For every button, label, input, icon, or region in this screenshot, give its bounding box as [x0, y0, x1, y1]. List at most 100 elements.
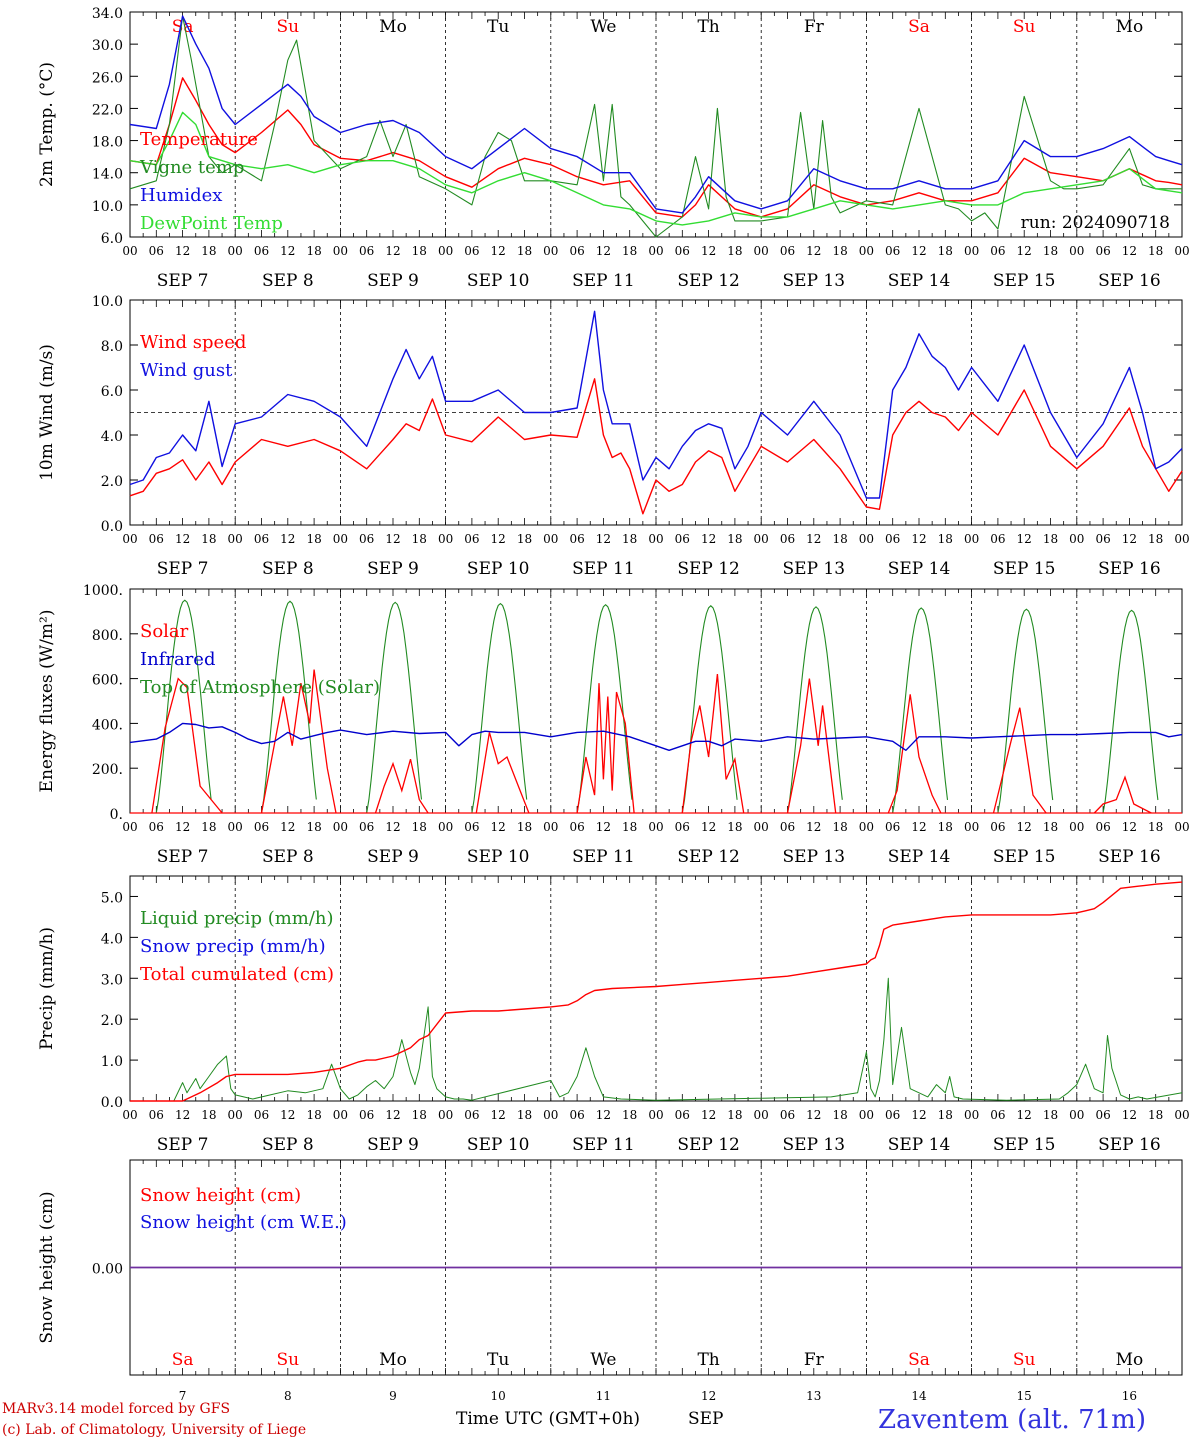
day-name: Tu	[487, 17, 509, 37]
day-name: Tu	[487, 1350, 509, 1370]
hour-tick-label: 18	[306, 1108, 321, 1122]
hour-tick-label: 18	[1148, 1108, 1163, 1122]
hour-tick-label: 18	[832, 1108, 847, 1122]
hour-tick-label: 00	[333, 820, 348, 834]
day-name: Sa	[172, 17, 194, 37]
hour-tick-label: 12	[385, 1108, 400, 1122]
toa-solar-curve	[997, 608, 1054, 814]
hour-tick-label: 06	[359, 532, 374, 546]
hour-tick-label: 00	[1069, 532, 1084, 546]
y-tick-label: 18.0	[92, 135, 123, 151]
hour-tick-label: 00	[228, 244, 243, 258]
hour-tick-label: 06	[780, 1108, 795, 1122]
legend-entry: Temperature	[140, 129, 258, 150]
day-name: Su	[276, 1350, 299, 1370]
hour-tick-label: 06	[675, 532, 690, 546]
hour-tick-label: 06	[149, 1108, 164, 1122]
hour-tick-label: 00	[859, 1108, 874, 1122]
y-tick-label: 10.0	[92, 199, 123, 215]
hour-tick-label: 00	[859, 532, 874, 546]
day-name: Mo	[1116, 17, 1144, 37]
hour-tick-label: 00	[964, 532, 979, 546]
hour-tick-label: 06	[254, 820, 269, 834]
hour-tick-label: 18	[622, 532, 637, 546]
day-number: 9	[389, 1389, 397, 1403]
hour-tick-label: 06	[780, 244, 795, 258]
y-tick-label: 1.0	[101, 1054, 123, 1070]
day-number: 15	[1017, 1389, 1032, 1403]
hour-tick-label: 00	[333, 1108, 348, 1122]
legend-entry: Snow height (cm)	[140, 1185, 301, 1206]
model-credit: MARv3.14 model forced by GFS	[2, 1401, 230, 1417]
hour-tick-label: 06	[675, 1108, 690, 1122]
solar-curve	[992, 707, 1047, 814]
hour-tick-label: 12	[1017, 820, 1032, 834]
plot-frame	[129, 588, 1183, 814]
hour-tick-label: 06	[1095, 820, 1110, 834]
toa-solar-curve	[366, 601, 423, 814]
series-infrared	[129, 722, 1183, 751]
hour-tick-label: 06	[359, 1108, 374, 1122]
hour-tick-label: 12	[911, 244, 926, 258]
hour-tick-label: 00	[228, 532, 243, 546]
hour-tick-label: 12	[385, 244, 400, 258]
day-name: Su	[276, 17, 299, 37]
y-tick-label: 200.	[92, 762, 123, 778]
y-tick-label: 4.0	[101, 931, 123, 947]
hour-tick-label: 12	[596, 820, 611, 834]
hour-tick-label: 12	[806, 244, 821, 258]
hour-tick-label: 00	[964, 1108, 979, 1122]
hour-tick-label: 12	[175, 820, 190, 834]
hour-tick-label: 12	[911, 1108, 926, 1122]
hour-tick-label: 12	[1017, 1108, 1032, 1122]
hour-tick-label: 12	[280, 820, 295, 834]
day-name: Th	[697, 17, 719, 37]
hour-tick-label: 18	[938, 820, 953, 834]
station-title: Zaventem (alt. 71m)	[878, 1405, 1146, 1435]
hour-tick-label: 18	[412, 820, 427, 834]
hour-tick-label: 00	[964, 820, 979, 834]
series-wind-speed	[129, 378, 1183, 515]
hour-tick-label: 12	[596, 244, 611, 258]
date-label: SEP 15	[993, 271, 1056, 291]
hour-tick-label: 00	[333, 244, 348, 258]
toa-solar-curve	[260, 600, 317, 814]
y-tick-label: 26.0	[92, 70, 123, 86]
date-label: SEP 13	[783, 1135, 846, 1155]
date-label: SEP 12	[677, 271, 740, 291]
date-label: SEP 16	[1098, 847, 1161, 867]
date-label: SEP 16	[1098, 559, 1161, 579]
hour-tick-label: 18	[1043, 820, 1058, 834]
panel-energy: 0. 200. 400. 600. 800. 1000. Energy fluxes (W/…	[37, 583, 1190, 867]
day-name: Sa	[908, 1350, 930, 1370]
hour-tick-label: 18	[412, 244, 427, 258]
day-name: Fr	[804, 17, 825, 37]
panel-snow: 0.00 Snow height (cm) Snow height (cm) Snow…	[37, 1159, 1183, 1403]
day-name: We	[590, 17, 616, 37]
hour-tick-label: 06	[254, 244, 269, 258]
solar-curve	[681, 674, 745, 814]
hour-tick-label: 18	[938, 1108, 953, 1122]
hour-tick-label: 00	[859, 820, 874, 834]
y-tick-label: 8.0	[101, 339, 123, 355]
hour-tick-label: 06	[149, 244, 164, 258]
day-name: Mo	[379, 17, 407, 37]
y-tick-label: 4.0	[101, 429, 123, 445]
hour-tick-label: 12	[491, 1108, 506, 1122]
hour-tick-label: 06	[990, 532, 1005, 546]
day-number: 13	[806, 1389, 821, 1403]
date-label: SEP 9	[367, 559, 419, 579]
time-axis-label: Time UTC (GMT+0h)	[456, 1409, 640, 1429]
hour-tick-label: 06	[464, 244, 479, 258]
hour-tick-label: 12	[806, 1108, 821, 1122]
legend-entry: Snow precip (mm/h)	[140, 936, 326, 957]
hour-tick-label: 12	[701, 532, 716, 546]
date-label: SEP 8	[262, 847, 314, 867]
date-label: SEP 12	[677, 559, 740, 579]
month-label: SEP	[688, 1409, 724, 1429]
hour-tick-label: 12	[280, 244, 295, 258]
date-label: SEP 10	[467, 1135, 530, 1155]
solar-curve	[576, 683, 635, 814]
hour-tick-label: 06	[990, 820, 1005, 834]
date-label: SEP 15	[993, 1135, 1056, 1155]
